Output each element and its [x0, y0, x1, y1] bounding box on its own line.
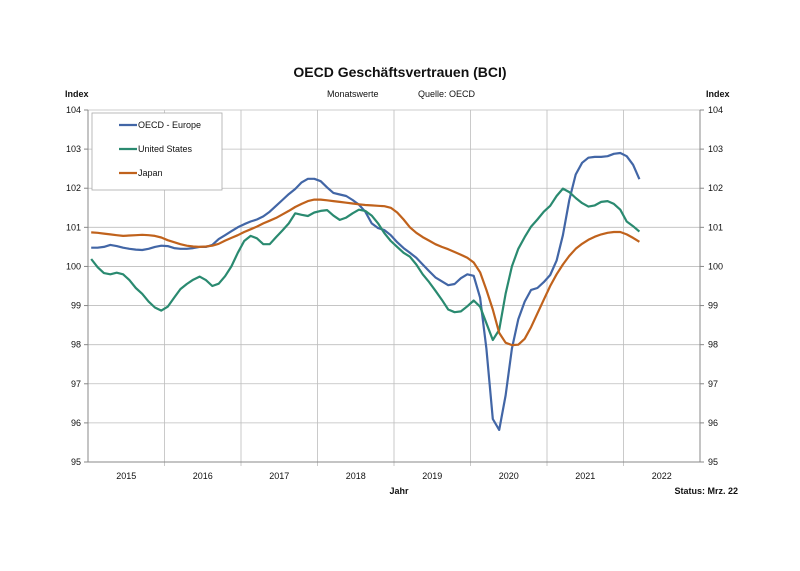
x-tick-label: 2019 [422, 471, 442, 481]
y-tick-label-right: 100 [708, 261, 723, 271]
x-tick-label: 2016 [193, 471, 213, 481]
y-tick-label-right: 103 [708, 144, 723, 154]
x-tick-label: 2022 [652, 471, 672, 481]
y-tick-label-left: 104 [66, 105, 81, 115]
y-tick-label-right: 95 [708, 457, 718, 467]
y-tick-label-left: 101 [66, 222, 81, 232]
y-tick-label-right: 97 [708, 379, 718, 389]
chart-title: OECD Geschäftsvertrauen (BCI) [293, 64, 506, 80]
y-tick-label-left: 100 [66, 261, 81, 271]
y-tick-label-left: 103 [66, 144, 81, 154]
y-axis-label-left: Index [65, 89, 89, 99]
x-axis-label: Jahr [389, 486, 409, 496]
y-tick-label-right: 101 [708, 222, 723, 232]
x-tick-label: 2020 [499, 471, 519, 481]
y-tick-label-left: 97 [71, 379, 81, 389]
legend-label: OECD - Europe [138, 120, 201, 130]
legend-label: Japan [138, 168, 163, 178]
y-tick-label-right: 104 [708, 105, 723, 115]
y-tick-label-right: 102 [708, 183, 723, 193]
y-axis-label-right: Index [706, 89, 730, 99]
y-tick-label-left: 96 [71, 418, 81, 428]
legend-box [91, 112, 223, 191]
y-tick-label-right: 98 [708, 340, 718, 350]
series-lines [90, 151, 641, 431]
x-tick-label: 2017 [269, 471, 289, 481]
y-tick-label-left: 99 [71, 301, 81, 311]
y-tick-label-left: 102 [66, 183, 81, 193]
x-tick-label: 2015 [116, 471, 136, 481]
legend-label: United States [138, 144, 193, 154]
series-line-japan [91, 198, 640, 347]
axes: 95 95 96 96 97 97 98 98 99 99 100 100 101 101 102 102 10… [66, 105, 723, 481]
series-line-united-states [90, 187, 641, 342]
chart-subtitle: Monatswerte [327, 89, 379, 99]
status-label: Status: Mrz. 22 [674, 486, 738, 496]
y-tick-label-right: 99 [708, 301, 718, 311]
y-tick-label-left: 98 [71, 340, 81, 350]
chart-source: Quelle: OECD [418, 89, 476, 99]
legend: OECD - Europe United States Japan [91, 112, 223, 191]
y-tick-label-right: 96 [708, 418, 718, 428]
x-tick-label: 2018 [346, 471, 366, 481]
y-tick-label-left: 95 [71, 457, 81, 467]
x-tick-label: 2021 [575, 471, 595, 481]
